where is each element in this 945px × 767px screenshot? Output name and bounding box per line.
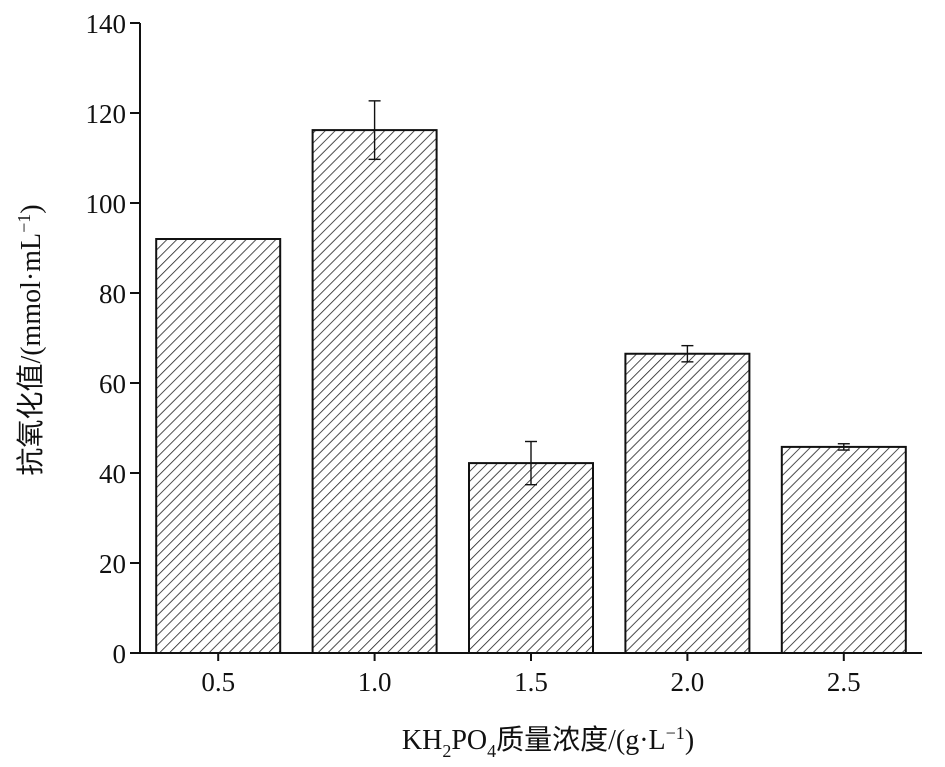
x-axis-title-sub1: 2 bbox=[442, 741, 451, 761]
y-tick-label-60: 60 bbox=[99, 369, 126, 399]
x-axis-title-end: ) bbox=[685, 725, 694, 756]
y-tick-label-20: 20 bbox=[99, 549, 126, 579]
bar-1.0 bbox=[311, 129, 438, 655]
y-tick-label-0: 0 bbox=[113, 639, 127, 669]
bar-0.5 bbox=[155, 238, 282, 654]
y-tick-label-40: 40 bbox=[99, 459, 126, 489]
y-tick-label-100: 100 bbox=[86, 189, 127, 219]
x-axis-title-sub2: 4 bbox=[487, 741, 496, 761]
y-axis-title-sup: −1 bbox=[14, 214, 34, 233]
error-bar-1.5 bbox=[525, 440, 537, 486]
x-axis-title-prefix: KH bbox=[402, 725, 442, 756]
bar-2.0 bbox=[624, 352, 751, 654]
x-axis-title: KH2PO4质量浓度/(g·L−1) bbox=[402, 723, 694, 761]
y-axis-title-end: ) bbox=[16, 204, 47, 213]
y-axis-title-main: 抗氧化值/(mmol·mL bbox=[15, 233, 47, 476]
x-tick-label-1.0: 1.0 bbox=[358, 667, 392, 697]
x-tick-label-2.5: 2.5 bbox=[827, 667, 861, 697]
axes-layer bbox=[130, 22, 922, 661]
y-tick-label-80: 80 bbox=[99, 279, 126, 309]
y-tick-label-120: 120 bbox=[86, 99, 127, 129]
x-tick-label-1.5: 1.5 bbox=[514, 667, 548, 697]
x-axis-title-mid: PO bbox=[451, 725, 487, 756]
bar-2.5 bbox=[780, 445, 907, 654]
error-bar-2.0 bbox=[681, 344, 694, 363]
x-axis-title-sup: −1 bbox=[666, 723, 685, 743]
y-axis-title: 抗氧化值/(mmol·mL−1) bbox=[14, 204, 47, 475]
x-tick-label-0.5: 0.5 bbox=[201, 667, 235, 697]
bar-1.5 bbox=[468, 462, 594, 654]
x-tick-label-2.0: 2.0 bbox=[671, 667, 705, 697]
y-tick-label-140: 140 bbox=[86, 9, 127, 39]
error-bar-2.5 bbox=[837, 443, 850, 451]
error-bar-1.0 bbox=[368, 100, 381, 161]
x-axis-title-suffix: 质量浓度/(g·L bbox=[496, 724, 666, 756]
bars-layer bbox=[155, 100, 907, 655]
labels-layer: 0.5 1.0 1.5 2.0 2.5 0 20 40 60 80 100 120 140 bbox=[86, 9, 861, 697]
